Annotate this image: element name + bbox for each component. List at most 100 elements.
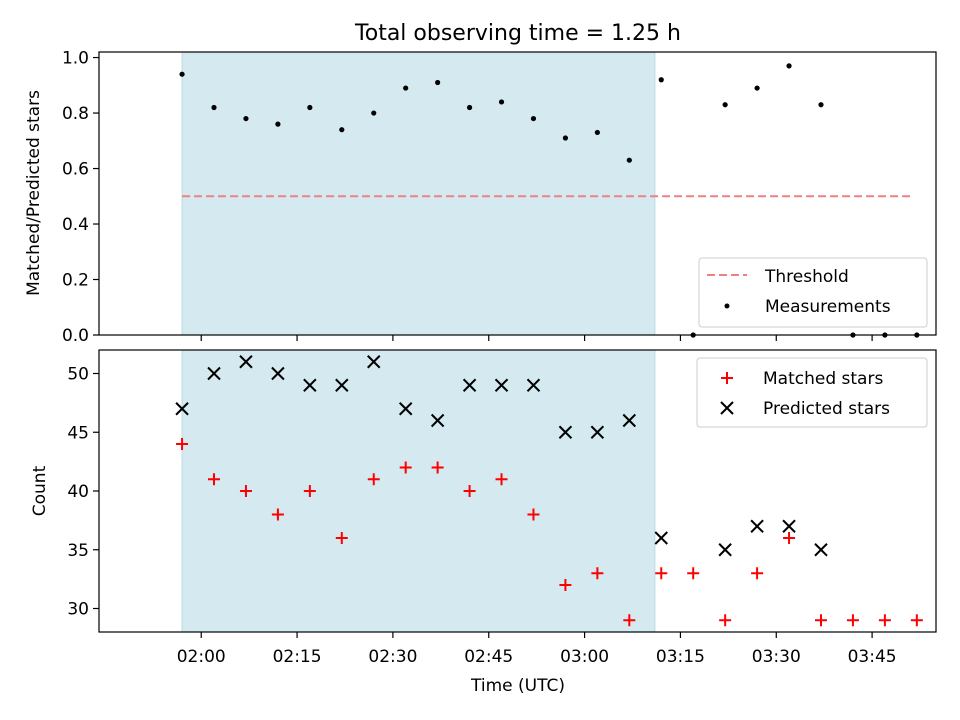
chart-title: Total observing time = 1.25 h — [354, 21, 681, 46]
predicted-point — [782, 519, 796, 533]
measurement-point — [786, 63, 792, 69]
predicted-point — [398, 402, 413, 416]
predicted-point-stroke — [814, 543, 828, 557]
measurement-point — [307, 104, 313, 111]
predicted-point — [718, 543, 732, 557]
predicted-point-stroke — [750, 519, 764, 533]
matched-point — [208, 473, 221, 486]
matched-point — [783, 532, 796, 544]
bottom-legend-box — [696, 357, 928, 428]
bottom-shaded-span — [181, 349, 656, 633]
predicted-point — [622, 413, 637, 428]
bottom-ylabel: Count — [30, 465, 50, 516]
measurement-point — [658, 77, 664, 83]
x-tick-label: 03:15 — [656, 647, 705, 667]
measurement-point — [754, 85, 760, 91]
predicted-point — [303, 378, 317, 392]
x-tick-label: 03:00 — [560, 647, 609, 667]
top-y-tick-label: 0.4 — [62, 215, 89, 235]
predicted-point-stroke — [590, 425, 605, 439]
matched-point — [687, 567, 700, 580]
x-tick-label: 02:45 — [464, 647, 513, 667]
matched-point — [814, 614, 827, 627]
matched-point — [399, 461, 412, 474]
predicted-point-stroke — [271, 366, 285, 381]
top-y-tick-label: 0.6 — [62, 160, 89, 180]
top-shaded-span — [181, 51, 656, 336]
bottom-x-axis: 02:00 02:15 02:30 02:45 03:00 03:15 03:30 03:45 — [177, 632, 897, 667]
measurement-point — [498, 99, 505, 105]
top-y-tick-label: 0.8 — [62, 104, 89, 124]
predicted-point-stroke — [367, 355, 381, 369]
bottom-panel: 30 35 40 45 50 02:00 02:15 02:30 02:45 03:00 03:1… — [30, 349, 937, 696]
predicted-point-stroke — [462, 378, 477, 392]
measurement-point — [403, 85, 409, 91]
top-y-tick-label: 1.0 — [62, 49, 89, 69]
measurement-point — [626, 157, 632, 163]
measurement-point — [243, 115, 249, 122]
predicted-point — [271, 366, 285, 381]
predicted-legend-label: Predicted stars — [763, 399, 890, 419]
matched-point — [367, 473, 380, 486]
x-tick-label: 02:30 — [368, 647, 417, 667]
matched-point — [495, 473, 508, 486]
predicted-point-stroke — [526, 378, 541, 392]
predicted-point — [239, 355, 253, 369]
bottom-y-tick-label: 45 — [67, 423, 89, 443]
predicted-point — [654, 531, 668, 545]
predicted-point-stroke — [718, 543, 732, 557]
measurements-legend-marker — [724, 303, 730, 309]
matched-point — [878, 614, 891, 627]
top-panel: 0.0 0.2 0.4 0.6 0.8 1.0 Matched/Predicted sta… — [24, 49, 937, 346]
predicted-point — [814, 543, 828, 557]
predicted-point — [494, 378, 509, 392]
top-legend-box — [698, 257, 928, 328]
x-tick-label: 03:30 — [752, 647, 801, 667]
matched-point — [751, 567, 764, 580]
bottom-legend: Matched stars Predicted stars — [696, 357, 928, 428]
measurement-point — [562, 135, 569, 141]
top-y-tick-label: 0.0 — [62, 326, 89, 346]
predicted-point — [335, 378, 349, 392]
predicted-point — [462, 378, 477, 392]
predicted-legend-marker — [720, 401, 734, 415]
threshold-legend-label: Threshold — [764, 267, 849, 287]
top-plot-frame — [98, 51, 937, 336]
top-ylabel: Matched/Predicted stars — [24, 90, 44, 296]
measurements-legend-label: Measurements — [765, 297, 891, 317]
matched-point — [559, 579, 572, 591]
bottom-y-axis: 30 35 40 45 50 — [67, 365, 99, 620]
top-x-ticks — [200, 335, 873, 341]
matched-points — [176, 438, 923, 627]
predicted-point-stroke — [782, 519, 796, 533]
predicted-point — [590, 425, 605, 439]
bottom-y-tick-label: 50 — [67, 365, 89, 385]
predicted-point-stroke — [622, 413, 637, 428]
matched-point — [527, 508, 540, 521]
top-y-tick-label: 0.2 — [62, 271, 89, 291]
predicted-point-stroke — [207, 366, 221, 381]
predicted-point — [207, 366, 221, 381]
predicted-point — [430, 413, 445, 428]
x-tick-label: 02:00 — [177, 647, 226, 667]
measurement-point — [594, 129, 600, 136]
measurement-point — [530, 115, 537, 122]
matched-point — [655, 567, 668, 580]
matched-point — [335, 532, 348, 544]
predicted-point — [558, 425, 573, 439]
measurement-point — [275, 121, 281, 127]
matched-point — [176, 438, 189, 450]
matched-point — [910, 614, 923, 627]
bottom-y-tick-label: 30 — [67, 600, 89, 620]
matched-point — [623, 614, 636, 627]
matched-legend-marker — [721, 372, 733, 384]
measurement-point — [466, 104, 473, 111]
top-legend: Threshold Measurements — [698, 257, 928, 328]
matched-point — [591, 567, 604, 580]
bottom-y-tick-label: 40 — [67, 482, 89, 502]
predicted-point-stroke — [175, 402, 189, 416]
predicted-point-stroke — [430, 413, 445, 428]
matched-point — [846, 614, 859, 627]
predicted-point — [367, 355, 381, 369]
